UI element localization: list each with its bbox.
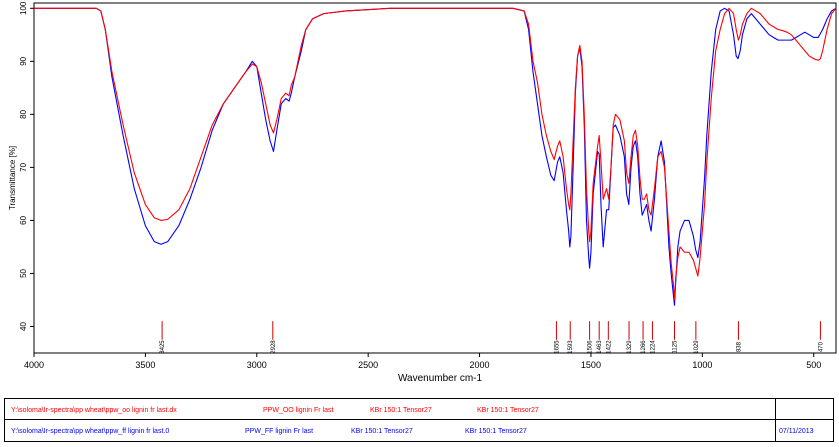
peak-label: 470 bbox=[818, 341, 824, 352]
y-tick-label: 100 bbox=[19, 1, 28, 15]
peak-label: 1224 bbox=[650, 340, 656, 354]
method-ff-2: KBr 150:1 Tensor27 bbox=[465, 428, 527, 435]
footer-column-divider bbox=[775, 399, 776, 441]
x-tick-label: 3000 bbox=[247, 360, 267, 370]
peak-label: 838 bbox=[736, 341, 742, 352]
x-tick-label: 4000 bbox=[24, 360, 44, 370]
peak-label: 2928 bbox=[271, 340, 277, 354]
peak-label: 1029 bbox=[694, 340, 700, 354]
x-tick-label: 3500 bbox=[135, 360, 155, 370]
peak-label: 1463 bbox=[597, 340, 603, 354]
legend-footer: Y:\soloma\Ir-spectra\pp wheat\ppw_oo lig… bbox=[4, 398, 834, 442]
y-tick-label: 80 bbox=[19, 109, 28, 118]
x-tick-label: 2000 bbox=[470, 360, 490, 370]
sample-name-oo: PPW_OO lignin Fr last bbox=[263, 407, 334, 414]
peak-label: 1422 bbox=[606, 340, 612, 354]
x-tick-label: 2500 bbox=[358, 360, 378, 370]
y-tick-label: 40 bbox=[19, 321, 28, 330]
x-tick-label: 1500 bbox=[581, 360, 601, 370]
y-tick-label: 50 bbox=[19, 268, 28, 277]
y-tick-label: 70 bbox=[19, 162, 28, 171]
peak-label: 1506 bbox=[588, 340, 594, 354]
date-ff: 07/11/2013 bbox=[779, 428, 814, 435]
y-tick-label: 60 bbox=[19, 215, 28, 224]
x-axis-ticks: 4000 3500 3000 2500 2000 1500 1000 500 bbox=[24, 353, 821, 370]
x-axis-label: Wavenumber cm-1 bbox=[398, 373, 483, 384]
y-tick-label: 90 bbox=[19, 56, 28, 65]
peak-label: 1266 bbox=[641, 340, 647, 354]
peak-label: 1329 bbox=[627, 340, 633, 354]
method-ff-1: KBr 150:1 Tensor27 bbox=[351, 428, 413, 435]
file-path-oo: Y:\soloma\Ir-spectra\pp wheat\ppw_oo lig… bbox=[11, 407, 177, 414]
x-tick-label: 500 bbox=[806, 360, 821, 370]
legend-row-ff: Y:\soloma\Ir-spectra\pp wheat\ppw_ff lig… bbox=[5, 420, 833, 441]
peak-label: 1125 bbox=[672, 340, 678, 354]
x-tick-label: 1000 bbox=[692, 360, 712, 370]
peak-label: 1655 bbox=[554, 340, 560, 354]
peak-markers: 3425 2928 1655 1593 1506 1463 1422 1329 1266 1224… bbox=[160, 321, 824, 354]
ir-spectrum-chart: 4000 3500 3000 2500 2000 1500 1000 500 40 50 60 70… bbox=[8, 1, 837, 384]
peak-label: 3425 bbox=[160, 340, 166, 354]
method-oo-1: KBr 150:1 Tensor27 bbox=[370, 407, 432, 414]
y-axis-label: Transmittance [%] bbox=[8, 146, 17, 210]
method-oo-2: KBr 150:1 Tensor27 bbox=[477, 407, 539, 414]
plot-frame bbox=[33, 2, 837, 354]
peak-label: 1593 bbox=[568, 340, 574, 354]
y-axis-ticks: 40 50 60 70 80 90 100 bbox=[19, 1, 34, 331]
series-line-oo bbox=[34, 7, 837, 301]
series-line-ff bbox=[34, 7, 837, 306]
file-path-ff: Y:\soloma\Ir-spectra\pp wheat\ppw_ff lig… bbox=[11, 428, 170, 435]
legend-row-oo: Y:\soloma\Ir-spectra\pp wheat\ppw_oo lig… bbox=[5, 399, 833, 420]
sample-name-ff: PPW_FF lignin Fr last bbox=[245, 428, 314, 435]
spectrum-series bbox=[34, 7, 837, 306]
